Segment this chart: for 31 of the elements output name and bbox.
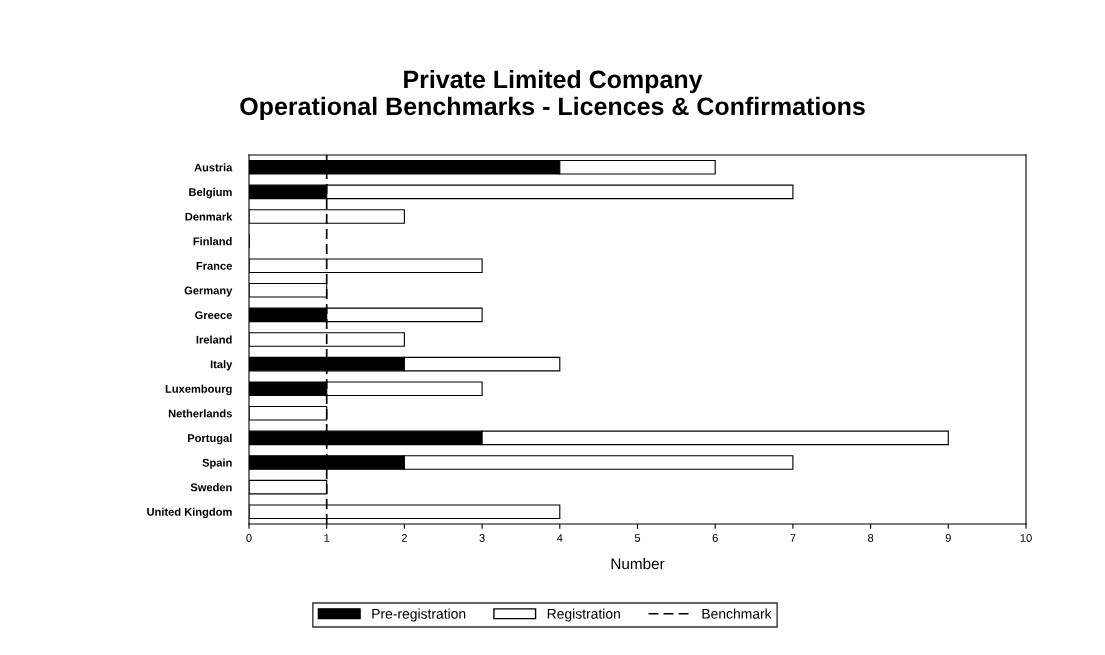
y-tick-label: Portugal [188, 433, 232, 445]
x-tick-label: 4 [556, 534, 563, 542]
y-tick-label: Spain [202, 458, 232, 469]
y-tick-label: Denmark [185, 212, 233, 221]
x-tick-label: 9 [945, 534, 951, 542]
y-tick-label: Finland [193, 237, 232, 246]
y-tick-label: Germany [184, 286, 233, 297]
y-tick-label: Italy [210, 360, 233, 371]
y-tick-label: Luxembourg [165, 384, 232, 396]
x-tick-label: 1 [324, 534, 330, 542]
x-tick-label: 6 [712, 534, 718, 542]
x-tick-label: 7 [790, 534, 796, 542]
x-tick-label: 10 [1020, 534, 1032, 542]
y-tick-label: United Kingdom [147, 507, 232, 519]
y-tick-label: Austria [194, 163, 233, 172]
x-tick-label: 2 [401, 534, 407, 542]
y-tick-label: Ireland [196, 335, 232, 344]
x-tick-label: 0 [246, 534, 252, 542]
chart-title: Private Limited Company Operational Benchmarks - Licences & Confirmations [240, 69, 865, 121]
y-tick-label: Sweden [190, 483, 232, 492]
legend-label: Benchmark [702, 608, 772, 619]
y-tick-label: Greece [195, 311, 232, 320]
y-tick-label: Netherlands [168, 409, 232, 418]
x-tick-label: 3 [479, 534, 485, 542]
x-tick-label: 5 [634, 534, 641, 542]
x-axis-title: Number [611, 557, 665, 570]
legend-label: Registration [547, 608, 620, 622]
y-tick-label: France [196, 262, 232, 270]
x-tick-label: 8 [867, 534, 874, 542]
y-tick-label: Belgium [189, 187, 232, 199]
legend-label: Pre-registration [372, 608, 466, 622]
